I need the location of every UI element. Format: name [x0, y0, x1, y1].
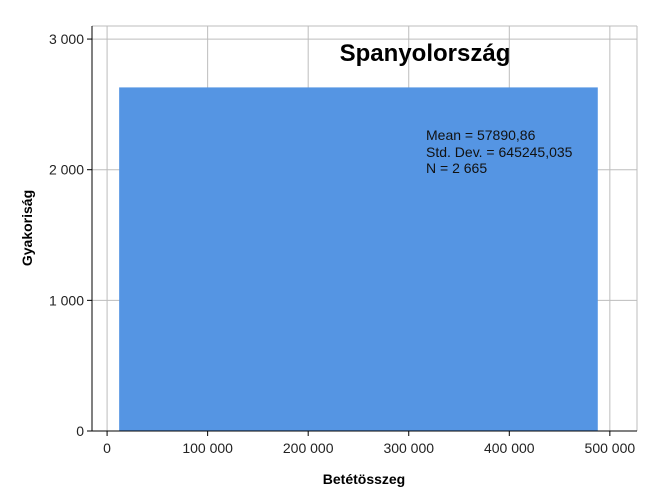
x-tick-label-5: 500 000	[585, 440, 636, 456]
chart-title: Spanyolország	[340, 40, 511, 67]
x-tick-label-4: 400 000	[484, 440, 535, 456]
bars	[119, 87, 598, 431]
x-tick-label-0: 0	[103, 440, 111, 456]
x-tick-label-1: 100 000	[182, 440, 233, 456]
axes	[91, 26, 637, 432]
x-axis-title: Betétösszeg	[323, 471, 405, 487]
y-tick-label-3: 3 000	[49, 31, 84, 47]
y-axis-title: Gyakoriság	[19, 190, 35, 266]
y-tick-label-1: 1 000	[49, 292, 84, 308]
x-tick-label-2: 200 000	[283, 440, 334, 456]
x-axis-ticks: 0 100 000 200 000 300 000 400 000 500 000	[103, 431, 635, 456]
y-axis-ticks: 0 1 000 2 000 3 000	[49, 31, 92, 439]
histogram-bar-0	[119, 87, 598, 431]
y-tick-label-2: 2 000	[49, 162, 84, 178]
y-tick-label-0: 0	[76, 423, 84, 439]
stat-n: N = 2 665	[426, 160, 487, 176]
x-tick-label-3: 300 000	[383, 440, 434, 456]
stat-mean: Mean = 57890,86	[426, 127, 536, 143]
stat-std-dev: Std. Dev. = 645245,035	[426, 144, 573, 160]
